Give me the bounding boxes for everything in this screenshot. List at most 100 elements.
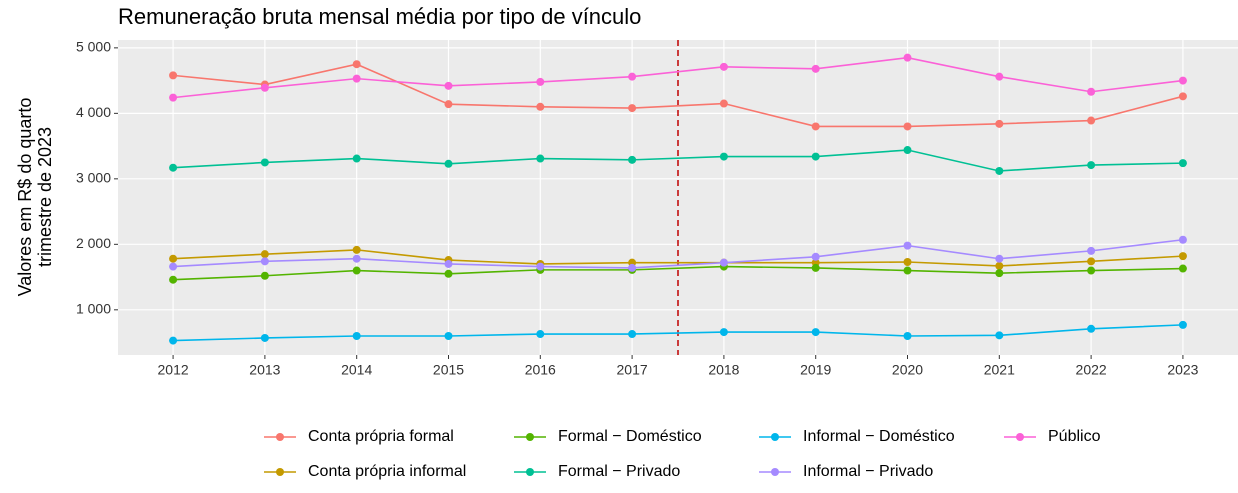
data-point (903, 241, 912, 250)
legend-key (1016, 433, 1024, 441)
x-tick-label: 2019 (800, 362, 831, 378)
data-point (444, 159, 453, 168)
data-point (903, 146, 912, 155)
data-point (719, 328, 728, 337)
data-point (1178, 264, 1187, 273)
data-point (719, 62, 728, 71)
y-tick-label: 2 000 (76, 235, 111, 251)
data-point (260, 257, 269, 266)
data-point (811, 263, 820, 272)
data-point (352, 74, 361, 83)
data-point (995, 331, 1004, 340)
data-point (995, 72, 1004, 81)
series-line (173, 249, 1183, 267)
data-point (995, 261, 1004, 270)
data-point (352, 60, 361, 69)
data-point (1087, 324, 1096, 333)
data-point (260, 250, 269, 259)
data-point (995, 166, 1004, 175)
y-tick-label: 5 000 (76, 39, 111, 55)
x-tick-label: 2018 (708, 362, 739, 378)
legend-label: Formal − Privado (558, 463, 680, 480)
x-tick-label: 2017 (617, 362, 648, 378)
data-point (352, 254, 361, 263)
data-point (903, 53, 912, 62)
data-point (1178, 159, 1187, 168)
legend-key (276, 433, 284, 441)
data-point (1087, 246, 1096, 255)
legend-key (276, 468, 284, 476)
data-point (1178, 76, 1187, 85)
data-point (811, 252, 820, 261)
data-point (169, 93, 178, 102)
x-tick-label: 2016 (525, 362, 556, 378)
data-point (1087, 266, 1096, 275)
data-point (352, 245, 361, 254)
y-axis-title: trimestre de 2023 (35, 127, 55, 267)
data-point (903, 258, 912, 267)
legend-label: Formal − Doméstico (558, 428, 702, 445)
chart-title: Remuneração bruta mensal média por tipo … (118, 4, 641, 29)
data-point (444, 259, 453, 268)
y-tick-label: 1 000 (76, 301, 111, 317)
data-point (536, 77, 545, 86)
data-point (260, 158, 269, 167)
data-point (1087, 116, 1096, 125)
legend-label: Conta própria informal (308, 463, 466, 480)
data-point (719, 152, 728, 161)
x-tick-label: 2012 (158, 362, 189, 378)
data-point (536, 154, 545, 163)
data-point (1178, 235, 1187, 244)
data-point (719, 258, 728, 267)
data-point (1178, 252, 1187, 261)
data-point (1087, 257, 1096, 266)
data-point (536, 262, 545, 271)
legend-label: Conta própria formal (308, 428, 454, 445)
data-point (260, 83, 269, 92)
data-point (811, 152, 820, 161)
data-point (169, 254, 178, 263)
data-point (719, 99, 728, 108)
data-point (811, 122, 820, 131)
data-point (169, 336, 178, 345)
data-point (352, 266, 361, 275)
data-point (903, 266, 912, 275)
data-point (995, 254, 1004, 263)
data-point (1087, 161, 1096, 170)
data-point (536, 102, 545, 111)
data-point (811, 64, 820, 73)
x-tick-label: 2013 (249, 362, 280, 378)
y-tick-label: 4 000 (76, 104, 111, 120)
data-point (169, 163, 178, 172)
data-point (1178, 92, 1187, 101)
data-point (444, 269, 453, 278)
series-line (173, 238, 1184, 269)
data-point (169, 262, 178, 271)
data-point (444, 100, 453, 109)
x-tick-label: 2015 (433, 362, 464, 378)
x-tick-label: 2020 (892, 362, 923, 378)
data-point (1178, 320, 1187, 329)
legend-key (526, 468, 534, 476)
data-point (903, 332, 912, 341)
data-point (811, 328, 820, 337)
series-line (172, 56, 1184, 99)
plot-panel (118, 40, 1238, 355)
data-point (995, 119, 1004, 128)
x-tick-label: 2023 (1167, 362, 1198, 378)
data-point (169, 71, 178, 80)
series-line (173, 265, 1183, 281)
x-tick-label: 2021 (984, 362, 1015, 378)
data-point (444, 81, 453, 90)
data-point (903, 122, 912, 131)
legend-label: Público (1048, 428, 1101, 445)
data-point (169, 275, 178, 284)
data-point (352, 332, 361, 341)
series-line (173, 324, 1183, 342)
data-point (995, 269, 1004, 278)
y-axis-title: Valores em R$ do quarto (15, 98, 35, 297)
data-point (628, 263, 637, 272)
data-point (260, 271, 269, 280)
data-point (628, 330, 637, 339)
